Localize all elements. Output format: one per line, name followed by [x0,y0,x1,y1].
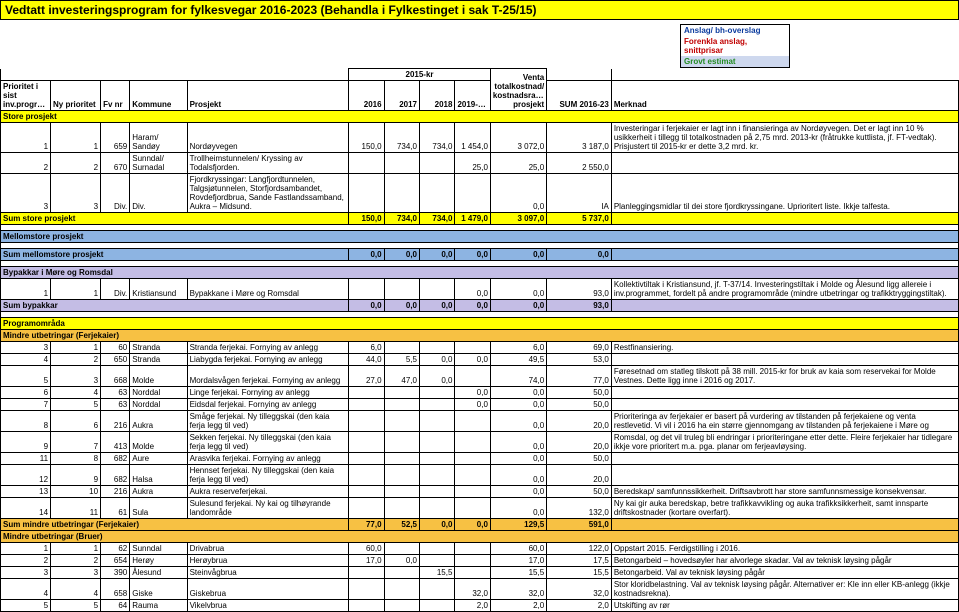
col-pri1: Prioritet i sist inv.program [1,81,51,111]
page-title: Vedtatt investeringsprogram for fylkesve… [0,0,959,20]
col-venta: Venta totalkostnad/ kostnadsramme prosje… [490,69,546,111]
legend-row: Forenkla anslag, snittprisar [681,36,789,56]
table-row: 129682HalsaHennset ferjekai. Ny tilleggs… [1,465,959,486]
band-sumstore: Sum store prosjekt [1,213,349,225]
col-2018: 2018 [420,81,455,111]
table-row: 3 3 Div. Div. Fjordkryssingar: Langfjord… [1,174,959,213]
col-2016: 2016 [349,81,384,111]
table-row: 2 2 670 Sunndal/ Surnadal Trollheimstunn… [1,153,959,174]
table-row: 53668MoldeMordalsvågen ferjekai. Fornyin… [1,366,959,387]
table-row: 33390ÅlesundSteinvågbrua15,515,515,5Beto… [1,567,959,579]
table-row: 7563NorddalEidsdal ferjekai. Fornying av… [1,399,959,411]
table-row: 44658GiskeGiskebrua32,032,032,0Stor klor… [1,579,959,600]
legend-box: Anslag/ bh-overslag Forenkla anslag, sni… [680,24,790,68]
col-komm: Kommune [130,81,187,111]
band-bypak: Bypakkar i Møre og Romsdal [1,267,959,279]
col-prosj: Prosjekt [187,81,349,111]
col-fvnr: Fv nr [101,81,130,111]
year-header: 2015-kr [349,69,491,81]
band-bruer: Mindre utbetringar (Bruer) [1,531,959,543]
table-row: 1 1 Div. Kristiansund Bypakkane i Møre o… [1,279,959,300]
col-sum: SUM 2016-23 [547,81,612,111]
band-sumferje: Sum mindre utbetringar (Ferjekaier) [1,519,349,531]
col-2019-23: 2019-2023 [455,81,490,111]
col-merknad: Merknad [611,81,958,111]
band-store: Store prosjekt [1,111,959,123]
band-sumbypak: Sum bypakkar [1,300,349,312]
col-2017: 2017 [384,81,419,111]
band-summellom: Sum mellomstore prosjekt [1,249,349,261]
table-row: 6463NorddalLinge ferjekai. Fornying av a… [1,387,959,399]
band-prog: Programområda [1,318,959,330]
table-row: 1162SunndalDrivabrua60,060,0122,0Oppstar… [1,543,959,555]
table-row: 22654HerøyHerøybrua17,00,017,017,5Betong… [1,555,959,567]
table-row: 141161SulaSulesund ferjekai. Ny kai og t… [1,498,959,519]
legend-row: Grovt estimat [681,56,789,67]
table-row: 5564RaumaVikelvbrua2,02,02,0Utskifting a… [1,600,959,612]
table-row: 97413MoldeSekken ferjekai. Ny tilleggska… [1,432,959,453]
table-row: 42650StrandaLiabygda ferjekai. Fornying … [1,354,959,366]
table-row: 1 1 659 Haram/ Sandøy Nordøyvegen 150,0 … [1,123,959,153]
band-ferje: Mindre utbetringar (Ferjekaier) [1,330,959,342]
legend-row: Anslag/ bh-overslag [681,25,789,36]
main-table: 2015-kr Venta totalkostnad/ kostnadsramm… [0,68,959,612]
col-pri2: Ny prioritet [51,81,101,111]
band-mellom: Mellomstore prosjekt [1,231,959,243]
table-row: 3160StrandaStranda ferjekai. Fornying av… [1,342,959,354]
table-row: 1310216AukraAukra reserveferjekai.0,050,… [1,486,959,498]
table-row: 118682AureArasvika ferjekai. Fornying av… [1,453,959,465]
table-row: 86216AukraSmåge ferjekai. Ny tilleggskai… [1,411,959,432]
